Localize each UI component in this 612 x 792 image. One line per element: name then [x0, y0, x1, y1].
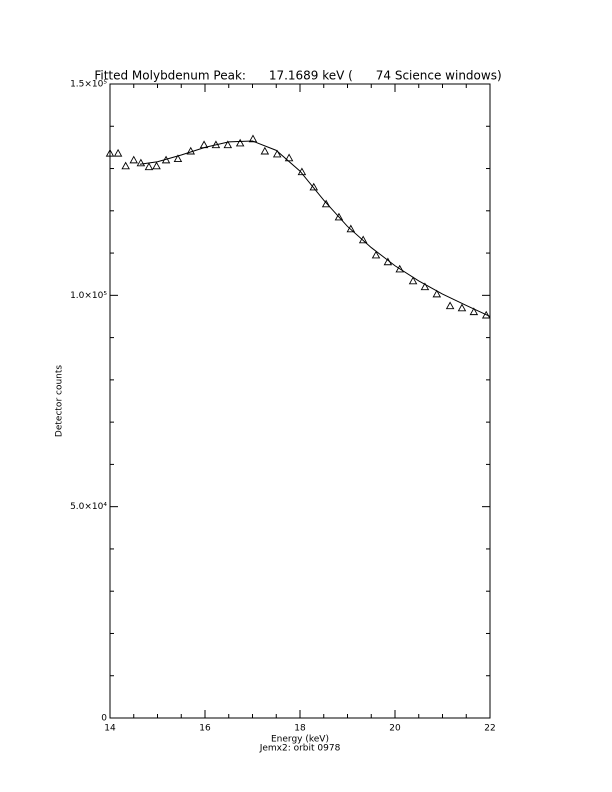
- data-point: [358, 235, 368, 244]
- data-point: [408, 276, 418, 285]
- data-point: [235, 138, 245, 147]
- data-point: [309, 182, 319, 191]
- data-point: [223, 140, 233, 149]
- data-point: [371, 250, 381, 259]
- x-tick-label: 16: [199, 724, 211, 734]
- data-point: [346, 224, 356, 233]
- data-point: [152, 161, 161, 170]
- data-point: [136, 158, 146, 167]
- data-point: [334, 212, 344, 221]
- data-point: [457, 303, 467, 312]
- data-point: [481, 310, 491, 319]
- data-point: [144, 162, 154, 171]
- data-point: [129, 155, 139, 164]
- y-tick-label: 1.5×10⁵: [70, 80, 107, 90]
- x-tick-label: 18: [294, 724, 306, 734]
- data-point: [395, 264, 405, 273]
- x-tick-label: 20: [389, 724, 401, 734]
- x-tick-label: 14: [104, 724, 116, 734]
- data-point: [121, 161, 130, 170]
- data-point: [260, 146, 270, 155]
- chart-title: Fitted Molybdenum Peak: 17.1689 keV ( 74…: [94, 69, 501, 83]
- data-point: [105, 148, 115, 157]
- data-point: [173, 154, 183, 163]
- data-point: [113, 148, 123, 157]
- data-point: [432, 289, 442, 298]
- y-tick-label: 0: [101, 714, 107, 724]
- subtitle: Jemx2: orbit 0978: [259, 744, 341, 754]
- data-point: [469, 307, 479, 316]
- y-axis-label: Detector counts: [55, 365, 65, 437]
- data-point: [321, 199, 331, 208]
- data-point: [420, 282, 430, 291]
- y-tick-label: 1.0×10⁵: [70, 291, 107, 301]
- fit-line: [139, 140, 491, 317]
- x-tick-label: 22: [484, 724, 495, 734]
- x-axis-label: Energy (keV): [271, 735, 329, 745]
- data-point: [186, 146, 196, 155]
- data-point: [445, 301, 455, 310]
- data-point: [272, 149, 282, 158]
- y-tick-label: 5.0×10⁴: [70, 502, 107, 512]
- plot-frame: [109, 83, 491, 719]
- data-point: [284, 153, 294, 162]
